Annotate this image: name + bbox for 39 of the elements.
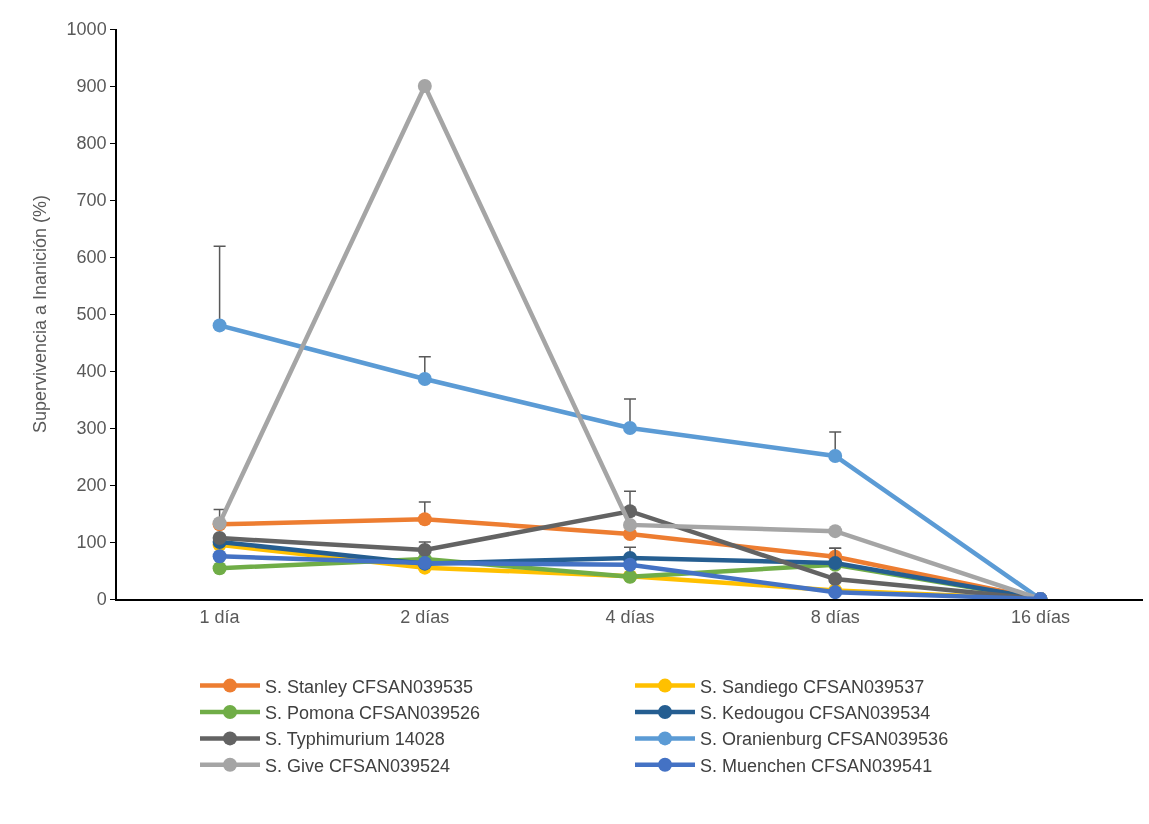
y-tick-label: 1000 [66,19,107,40]
legend-label: S. Typhimurium 14028 [265,729,445,750]
point [417,512,432,527]
point [623,421,637,435]
point [623,557,637,572]
point [417,371,432,386]
legend-label: S. Give CFSAN039524 [265,755,451,776]
y-axis-title: Supervivencia a Inanición (%) [30,194,51,434]
legend-label: S. Kedougou CFSAN039534 [700,703,931,724]
y-tick-label: 500 [76,304,107,325]
y-tick-label: 300 [76,418,107,439]
legend-label: S. Stanley CFSAN039535 [265,676,474,697]
x-tick-label: 2 días [400,606,450,627]
point [828,572,843,587]
y-tick-label: 700 [76,190,107,211]
y-tick-label: 600 [76,247,107,268]
point [417,542,432,557]
x-tick-label: 1 día [199,606,241,627]
y-tick-label: 800 [76,133,107,154]
y-tick-label: 900 [76,76,107,97]
point [212,318,227,333]
y-tick-label: 0 [96,589,107,610]
point [828,448,843,463]
point [417,79,432,93]
y-tick-label: 200 [76,475,107,496]
point [212,549,227,564]
legend-label: S. Muenchen CFSAN039541 [700,755,933,776]
point [828,524,843,539]
x-tick-label: 4 días [605,606,655,627]
point [623,517,637,532]
x-tick-label: 16 días [1010,606,1070,627]
point [212,531,227,545]
y-tick-label: 400 [76,361,107,382]
legend-label: S. Oranienburg CFSAN039536 [700,729,949,750]
point [212,561,227,576]
y-tick-label: 100 [76,532,107,553]
x-tick-label: 8 días [810,606,860,627]
legend-label: S. Sandiego CFSAN039537 [700,676,925,697]
legend-label: S. Pomona CFSAN039526 [265,703,481,724]
